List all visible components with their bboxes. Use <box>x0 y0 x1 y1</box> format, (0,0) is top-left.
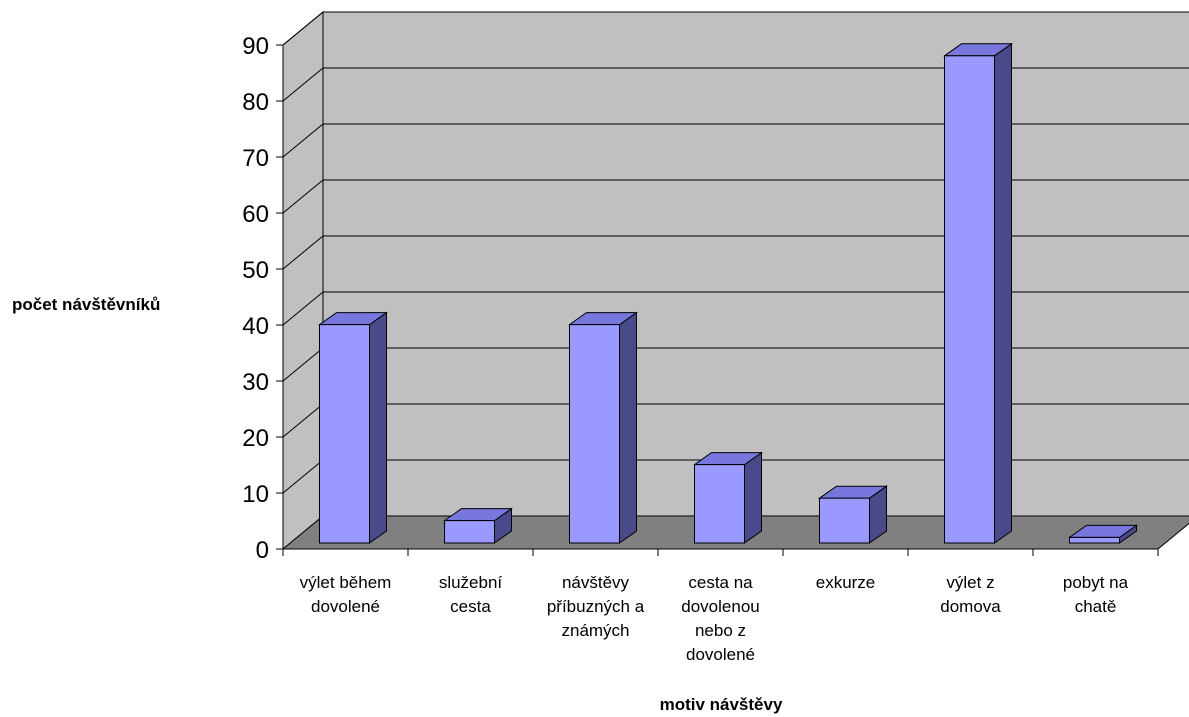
y-tick-label: 80 <box>242 89 269 116</box>
bar <box>319 324 370 544</box>
bar <box>1069 536 1120 544</box>
gridline <box>282 291 1189 326</box>
gridline <box>282 179 1189 214</box>
bar <box>694 464 745 544</box>
bar-side <box>369 311 387 544</box>
y-tick-label: 30 <box>242 369 269 396</box>
bar-side <box>994 42 1012 544</box>
x-tick-label: služební cesta <box>439 573 503 616</box>
bar-3 <box>692 451 764 544</box>
x-tick-label: návštěvy příbuzných a známých <box>547 573 645 640</box>
bar-0 <box>317 311 389 544</box>
y-tick-label: 20 <box>242 425 269 452</box>
y-tick-label: 50 <box>242 257 269 284</box>
gridline <box>282 11 1189 46</box>
axes <box>276 44 1159 556</box>
bar <box>819 497 870 544</box>
side-wall <box>282 10 324 551</box>
x-tick-label: cesta na dovolenou nebo z dovolené <box>681 573 759 664</box>
x-tick-label: pobyt na chatě <box>1063 573 1129 616</box>
y-tick-label: 0 <box>256 537 269 564</box>
x-tick-label: výlet z domova <box>940 573 1001 616</box>
y-tick-labels: 0 10 20 30 40 50 60 70 80 90 <box>242 33 269 564</box>
bar-1 <box>442 507 514 544</box>
x-tick-label: výlet během dovolené <box>300 573 392 616</box>
bars <box>317 42 1139 544</box>
y-tick-label: 90 <box>242 33 269 60</box>
gridline <box>282 123 1189 158</box>
bar-4 <box>817 485 889 544</box>
gridline <box>282 67 1189 102</box>
back-wall <box>322 11 1189 517</box>
bar <box>569 324 620 544</box>
bar-side <box>744 451 762 544</box>
bar-2 <box>567 311 639 544</box>
bar <box>944 55 995 544</box>
bar-6 <box>1067 524 1139 544</box>
bar <box>444 520 495 544</box>
bar-5 <box>942 42 1014 544</box>
x-tick-labels: výlet během dovolené služební cesta návštěvy… <box>300 573 1129 664</box>
x-tick-label: exkurze <box>816 573 876 592</box>
y-axis-label: počet návštěvníků <box>12 295 160 314</box>
x-axis-label: motiv návštěvy <box>660 695 783 714</box>
y-tick-label: 10 <box>242 481 269 508</box>
y-tick-label: 40 <box>242 313 269 340</box>
gridline <box>282 235 1189 270</box>
y-tick-label: 60 <box>242 201 269 228</box>
y-tick-label: 70 <box>242 145 269 172</box>
bar-side <box>619 311 637 544</box>
